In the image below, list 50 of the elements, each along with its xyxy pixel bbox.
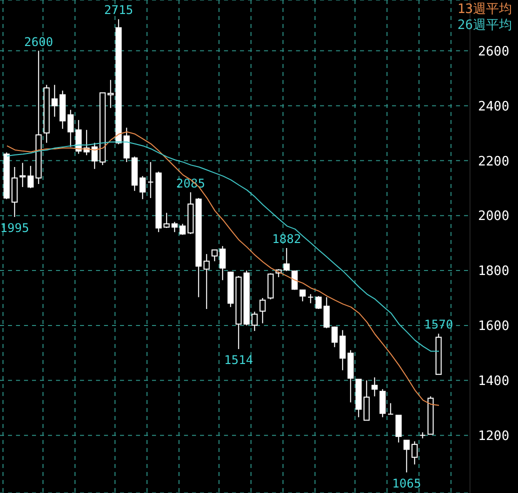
candlestick (220, 246, 226, 281)
candlestick (148, 162, 154, 199)
text: 13週平均 (457, 2, 512, 18)
candlestick (324, 296, 330, 329)
candlestick (260, 297, 266, 324)
annotation: 2715 (104, 3, 134, 18)
candlestick (124, 127, 130, 163)
candlestick (340, 330, 346, 371)
candlestick (396, 414, 402, 443)
candlestick (372, 376, 378, 397)
y-tick-label: 1400 (478, 374, 510, 390)
candlestick (68, 109, 74, 148)
candlestick (52, 84, 58, 118)
candlestick (292, 270, 298, 290)
candlestick (268, 272, 274, 300)
candlestick (332, 326, 338, 348)
annotation: 1065 (392, 476, 422, 490)
y-tick-label: 2600 (478, 44, 510, 60)
candlestick (164, 212, 170, 228)
candlestick (388, 402, 394, 415)
candlestick (92, 142, 98, 170)
candlestick (108, 79, 114, 108)
annotation: 1882 (272, 232, 302, 246)
candlestick (204, 254, 210, 310)
candlestick (212, 249, 218, 262)
candlestick (412, 440, 418, 465)
annotation: 1570 (424, 318, 454, 332)
candlestick (172, 221, 178, 233)
y-tick-label: 2400 (478, 99, 510, 114)
y-tick-label: 2000 (478, 209, 510, 224)
candlestick (316, 296, 322, 310)
y-tick-label: 1200 (478, 428, 510, 444)
candlestick (180, 223, 186, 236)
annotation: 1995 (0, 220, 30, 235)
y-tick-label: 1800 (478, 264, 510, 280)
candlestick (404, 440, 410, 473)
y-tick-label: 1600 (478, 319, 510, 334)
candlestick (252, 311, 258, 332)
candlestick (28, 165, 34, 189)
candlestick (20, 162, 26, 188)
y-tick-label: 2200 (478, 154, 510, 170)
candlestick (300, 289, 306, 302)
candlestick (364, 380, 370, 421)
candlestick (284, 248, 290, 272)
candlestick (308, 294, 314, 304)
annotation: 2600 (24, 34, 54, 49)
candlestick (380, 388, 386, 418)
text: 26週平均 (457, 18, 512, 34)
annotation: 1514 (224, 353, 254, 368)
candlestick (140, 176, 146, 200)
